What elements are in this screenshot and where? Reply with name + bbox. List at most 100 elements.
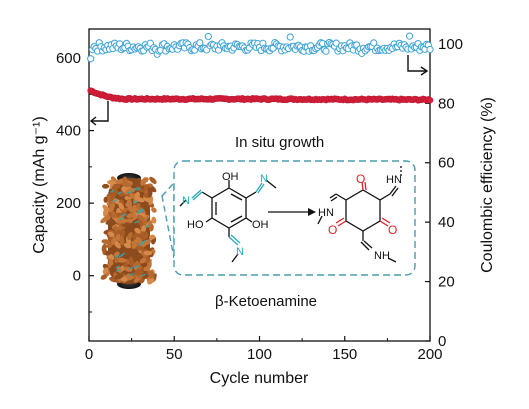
rod-bristle	[122, 176, 128, 185]
x-tick-label: 0	[85, 346, 93, 363]
rod-bristle	[107, 180, 117, 185]
rod-bristle	[100, 215, 110, 224]
rod-bristle	[148, 223, 154, 232]
rod-cof-fleck	[128, 266, 134, 270]
rod-cof-fleck	[138, 242, 143, 246]
svg-text:HN: HN	[318, 207, 334, 219]
rod-cof-fleck	[127, 190, 132, 194]
efficiency-point	[405, 32, 414, 40]
capacity-point	[426, 96, 434, 104]
rod-bristle	[148, 234, 156, 240]
rod-cof-fleck	[114, 254, 120, 258]
rod-bristle	[101, 239, 111, 245]
rod-bristle	[142, 177, 149, 184]
rod-bristle	[122, 222, 131, 228]
svg-text:N: N	[260, 173, 268, 185]
rod-cof-fleck	[115, 265, 120, 269]
in-situ-growth-label: In situ growth	[235, 134, 324, 151]
left-y-tick-label: 200	[56, 195, 81, 212]
x-tick-label: 100	[247, 346, 272, 363]
rod-cof-fleck	[118, 254, 124, 258]
rod-bristle	[126, 231, 133, 240]
svg-text:OH: OH	[222, 171, 239, 183]
rod-bristle	[141, 225, 147, 233]
rod-bristle	[134, 177, 142, 184]
rod-bristle	[103, 196, 109, 203]
x-axis-title: Cycle number	[210, 370, 309, 387]
rod-bristle	[101, 243, 107, 252]
left-y-axis-title: Capacity (mAh g⁻¹)	[31, 116, 48, 253]
rod-bristle	[129, 193, 136, 199]
rod-bristle	[119, 235, 125, 246]
rod-bristle	[109, 191, 117, 202]
rod-bristle	[118, 202, 125, 210]
rod-bristle	[134, 231, 142, 239]
rod-bristle	[107, 231, 115, 238]
svg-text:O: O	[328, 223, 337, 237]
rod-bristle	[147, 270, 155, 279]
efficiency-point	[426, 45, 434, 54]
rod-bristle	[114, 273, 124, 280]
left-y-tick-label: 0	[73, 268, 81, 285]
svg-text:NH: NH	[374, 250, 390, 262]
rod-bristle	[100, 274, 108, 280]
rod-bristle	[102, 183, 110, 189]
efficiency-point	[286, 33, 294, 41]
svg-text:HO: HO	[187, 219, 204, 231]
svg-text:N: N	[182, 195, 190, 207]
rod-bristle	[102, 204, 111, 213]
capacity-axis-arrow	[89, 101, 109, 126]
svg-text:OH: OH	[252, 219, 269, 231]
rod-bristle	[106, 242, 113, 249]
rod-illustration	[100, 173, 157, 289]
right-y-tick-label: 40	[438, 214, 455, 231]
rod-bristle	[125, 188, 136, 194]
rod-cof-fleck	[119, 216, 125, 221]
rod-bristle	[137, 218, 144, 227]
rod-bristle	[128, 248, 138, 255]
rod-bristle	[114, 256, 120, 264]
rod-bristle	[111, 210, 117, 219]
rod-bristle	[136, 214, 145, 221]
svg-text:N: N	[236, 246, 244, 258]
rod-bristle	[143, 265, 151, 272]
rod-bristle	[111, 184, 121, 190]
rod-cof-fleck	[112, 199, 118, 203]
efficiency-point	[370, 39, 378, 47]
rod-cof-fleck	[134, 220, 139, 224]
svg-text:HN: HN	[386, 174, 402, 186]
x-tick-label: 50	[166, 346, 183, 363]
rod-bristle	[102, 267, 109, 275]
left-y-tick-label: 400	[56, 123, 81, 140]
rod-bristle	[143, 250, 153, 256]
enol-imine-structure	[179, 179, 277, 263]
rod-bristle	[128, 256, 134, 267]
rod-bristle	[120, 228, 126, 238]
efficiency-point	[87, 55, 95, 63]
rod-bristle	[126, 213, 134, 219]
rod-cof-fleck	[133, 200, 139, 204]
rod-cof-fleck	[141, 273, 146, 277]
rod-bristle	[105, 218, 115, 225]
rod-bristle	[122, 182, 133, 188]
svg-text:O: O	[356, 172, 365, 186]
rod-cof-fleck	[144, 224, 150, 228]
right-y-tick-label: 20	[438, 274, 455, 291]
rod-cof-fleck	[117, 191, 122, 195]
rod-bristle	[131, 206, 137, 215]
enol-imine-atom-labels: OH OH HO N N N	[182, 171, 269, 258]
rod-cof-fleck	[136, 187, 141, 191]
svg-text:O: O	[388, 223, 397, 237]
rod-bristle	[151, 207, 157, 213]
rod-cof-fleck	[134, 265, 139, 269]
rod-bristle	[147, 277, 155, 285]
efficiency-point	[204, 32, 212, 41]
rod-cof-fleck	[136, 211, 142, 215]
efficiency-axis-arrow	[407, 55, 429, 76]
rod-bristle	[151, 216, 157, 224]
rod-bristle	[145, 256, 150, 264]
rod-cof-fleck	[129, 273, 134, 277]
rod-cof-fleck	[121, 213, 127, 217]
rod-bristle	[108, 253, 115, 260]
